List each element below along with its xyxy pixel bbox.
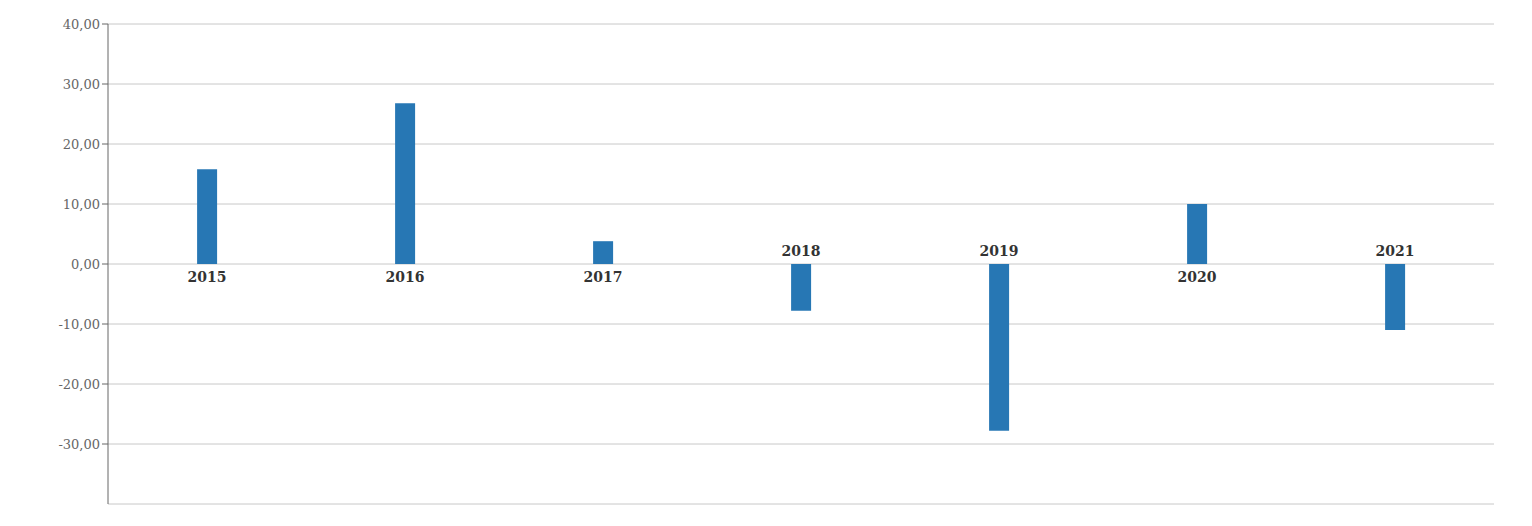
svg-text:-10,00: -10,00 [58,317,100,332]
svg-text:2016: 2016 [386,269,425,285]
svg-text:10,00: 10,00 [63,197,100,212]
svg-text:2017: 2017 [584,269,623,285]
svg-text:-20,00: -20,00 [58,377,100,392]
svg-text:2019: 2019 [980,243,1019,259]
svg-text:0,00: 0,00 [71,257,100,272]
svg-text:2020: 2020 [1178,269,1217,285]
svg-text:2015: 2015 [188,269,227,285]
svg-text:2018: 2018 [782,243,821,259]
svg-text:40,00: 40,00 [63,17,100,32]
svg-text:30,00: 30,00 [63,77,100,92]
svg-text:20,00: 20,00 [63,137,100,152]
svg-text:-30,00: -30,00 [58,437,100,452]
svg-text:2021: 2021 [1376,243,1415,259]
